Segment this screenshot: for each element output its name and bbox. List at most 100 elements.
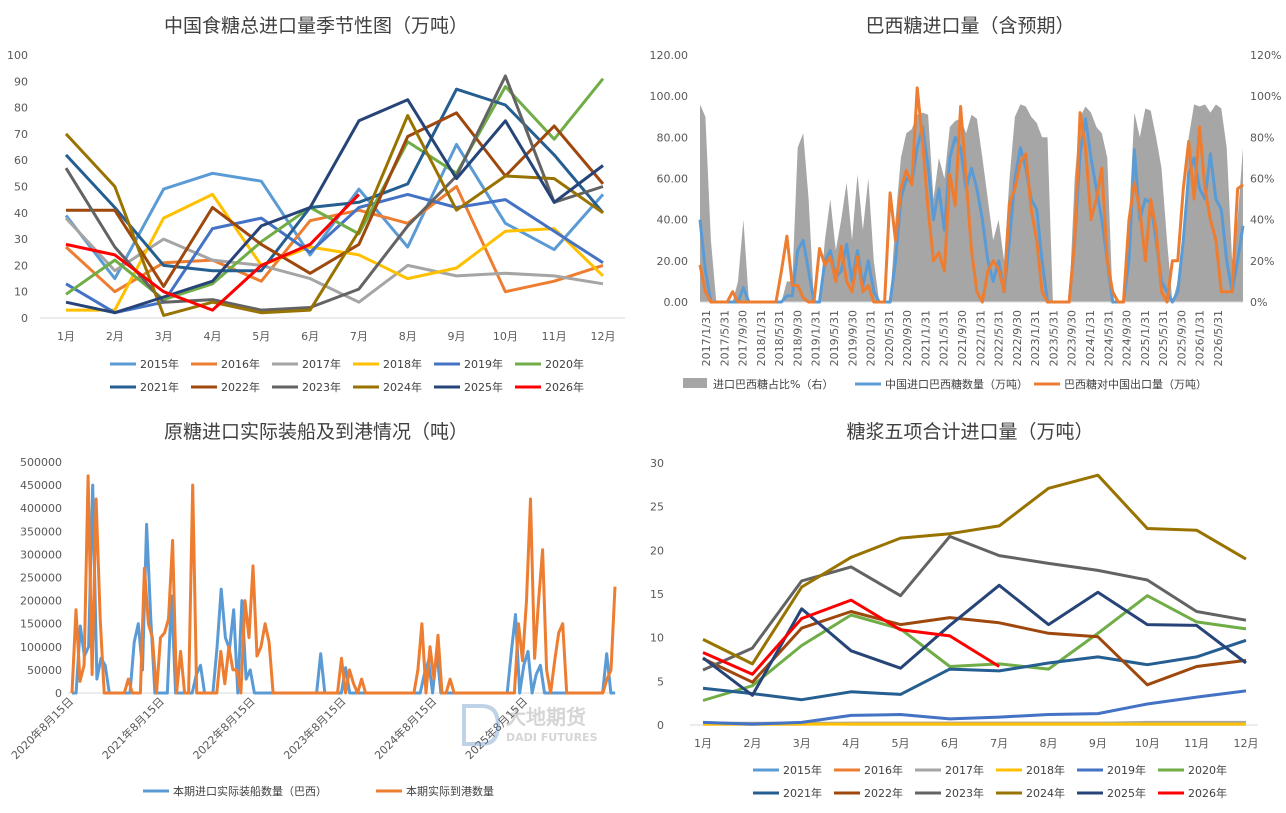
y-tick-label: 500000 bbox=[20, 456, 62, 469]
x-tick-label: 11月 bbox=[542, 330, 567, 343]
series-line-2017年 bbox=[64, 217, 604, 304]
x-tick-label: 2019/9/30 bbox=[846, 310, 859, 366]
y-tick-label: 80 bbox=[14, 102, 28, 115]
x-tick-label: 2024/9/30 bbox=[1121, 310, 1134, 366]
x-tick-label: 2017/1/31 bbox=[700, 310, 713, 366]
y-tick-label: 15 bbox=[650, 588, 664, 601]
legend-label: 2016年 bbox=[864, 763, 903, 777]
x-tick-label: 2024年8月15日 bbox=[371, 694, 439, 762]
x-tick-label: 6月 bbox=[941, 737, 959, 750]
watermark-cn: 大地期货 bbox=[506, 705, 586, 729]
series-line-2025年 bbox=[65, 98, 604, 315]
y-tick-label: 250000 bbox=[20, 572, 62, 585]
series-line-2024年 bbox=[64, 114, 604, 317]
x-tick-label: 2023/9/30 bbox=[1066, 310, 1079, 366]
series-line-2018年 bbox=[66, 192, 605, 312]
x-tick-label: 2017/9/30 bbox=[737, 310, 750, 366]
y-tick-label: 20 bbox=[650, 544, 664, 557]
legend-label: 进口巴西糖占比%（右） bbox=[713, 377, 833, 391]
series-line-2026年 bbox=[65, 193, 360, 312]
chart-china-sugar-import-seasonal: 中国食糖总进口量季节性图（万吨） 0 10 20 30 40 50 60 70 80 90 100 1… bbox=[0, 0, 643, 406]
y-tick-label: 40 bbox=[14, 207, 28, 220]
x-tick-label: 3月 bbox=[793, 737, 811, 750]
series-line-2019年 bbox=[702, 689, 1247, 726]
legend-label: 2019年 bbox=[1107, 763, 1146, 777]
series-line-2024年 bbox=[702, 473, 1247, 666]
watermark-en: DADI FUTURES bbox=[506, 731, 598, 744]
x-tick-label: 9月 bbox=[1089, 737, 1107, 750]
x-tick-label: 11月 bbox=[1184, 737, 1209, 750]
x-tick-label: 2019/5/31 bbox=[828, 310, 841, 366]
chart-title: 巴西糖进口量（含预期） bbox=[865, 15, 1074, 37]
x-tick-label: 2018/1/31 bbox=[755, 310, 768, 366]
y-right-tick-label: 20% bbox=[1250, 255, 1274, 268]
x-tick-label: 9月 bbox=[448, 330, 466, 343]
legend-label: 2016年 bbox=[221, 357, 260, 371]
y-tick-label: 400000 bbox=[20, 502, 62, 515]
legend-label: 2025年 bbox=[1107, 786, 1146, 800]
y-right-tick-label: 100% bbox=[1250, 90, 1281, 103]
x-tick-label: 2025/5/31 bbox=[1157, 310, 1170, 366]
y-tick-label: 100 bbox=[7, 49, 28, 62]
legend-label: 2019年 bbox=[464, 357, 503, 371]
legend-label: 2022年 bbox=[864, 786, 903, 800]
x-tick-label: 10月 bbox=[1135, 737, 1160, 750]
x-tick-label: 2024/5/31 bbox=[1102, 310, 1115, 366]
x-tick-label: 1月 bbox=[57, 330, 75, 343]
legend-label: 中国进口巴西糖数量（万吨） bbox=[885, 377, 1028, 391]
chart-title: 糖浆五项合计进口量（万吨） bbox=[846, 421, 1093, 443]
y-tick-label: 10 bbox=[14, 286, 28, 299]
y-tick-label: 450000 bbox=[20, 479, 62, 492]
chart-title: 原糖进口实际装船及到港情况（吨） bbox=[164, 421, 468, 443]
legend-label: 2017年 bbox=[945, 763, 984, 777]
x-tick-label: 2020年8月15日 bbox=[8, 694, 76, 762]
x-tick-label: 2023年8月15日 bbox=[281, 694, 349, 762]
x-tick-label: 2022/9/30 bbox=[1011, 310, 1024, 366]
legend-label: 2025年 bbox=[464, 380, 503, 394]
x-tick-label: 2022/5/31 bbox=[993, 310, 1006, 366]
series-line-2022年 bbox=[66, 111, 605, 288]
chart-raw-sugar-shipment-arrival: 原糖进口实际装船及到港情况（吨） 0 50000 100000 150000 20000… bbox=[0, 406, 643, 812]
series-line-2026年 bbox=[702, 598, 1000, 676]
chart-3-svg: 原糖进口实际装船及到港情况（吨） 0 50000 100000 150000 20000… bbox=[8, 421, 617, 798]
chart-4-svg: 糖浆五项合计进口量（万吨） 0 5 10 15 20 25 30 1月 2月 3月 4月 5月 6月 7月… bbox=[650, 421, 1259, 800]
legend-swatch bbox=[683, 378, 707, 388]
y-tick-label: 70 bbox=[14, 128, 28, 141]
legend-label: 2015年 bbox=[140, 357, 179, 371]
legend-label: 2020年 bbox=[1188, 763, 1227, 777]
x-tick-label: 2021/5/31 bbox=[938, 310, 951, 366]
y-tick-label: 50 bbox=[14, 181, 28, 194]
legend-label: 2022年 bbox=[221, 380, 260, 394]
legend-label: 2021年 bbox=[140, 380, 179, 394]
x-tick-label: 2021/1/31 bbox=[919, 310, 932, 366]
x-tick-label: 2022年8月15日 bbox=[190, 694, 258, 762]
x-tick-label: 2023/1/31 bbox=[1029, 310, 1042, 366]
watermark-logo: 大地期货 DADI FUTURES bbox=[460, 700, 635, 750]
y-tick-label: 60 bbox=[14, 154, 28, 167]
x-tick-label: 12月 bbox=[591, 330, 616, 343]
legend-label: 2026年 bbox=[545, 380, 584, 394]
legend-label: 2021年 bbox=[783, 786, 822, 800]
legend-label: 本期进口实际装船数量（巴西） bbox=[173, 784, 327, 798]
x-tick-label: 2020/9/30 bbox=[901, 310, 914, 366]
x-tick-label: 5月 bbox=[891, 737, 909, 750]
x-tick-label: 2018/5/31 bbox=[773, 310, 786, 366]
y-tick-label: 0 bbox=[55, 687, 62, 700]
x-tick-label: 5月 bbox=[252, 330, 270, 343]
series-line-本期实际到港数量 bbox=[70, 474, 617, 695]
x-tick-label: 2017/5/31 bbox=[718, 310, 731, 366]
x-tick-label: 2025/9/30 bbox=[1175, 310, 1188, 366]
y-left-tick-label: 120.00 bbox=[650, 49, 689, 62]
x-tick-label: 1月 bbox=[694, 737, 712, 750]
y-left-tick-label: 100.00 bbox=[650, 90, 689, 103]
x-tick-label: 6月 bbox=[301, 330, 319, 343]
x-tick-label: 2026/5/31 bbox=[1212, 310, 1225, 366]
x-tick-label: 10月 bbox=[493, 330, 518, 343]
x-tick-label: 7月 bbox=[990, 737, 1008, 750]
legend-label: 2018年 bbox=[383, 357, 422, 371]
x-tick-label: 2024/1/31 bbox=[1084, 310, 1097, 366]
y-tick-label: 90 bbox=[14, 75, 28, 88]
y-tick-label: 20 bbox=[14, 259, 28, 272]
x-tick-label: 2021年8月15日 bbox=[99, 694, 167, 762]
y-left-tick-label: 40.00 bbox=[657, 214, 689, 227]
